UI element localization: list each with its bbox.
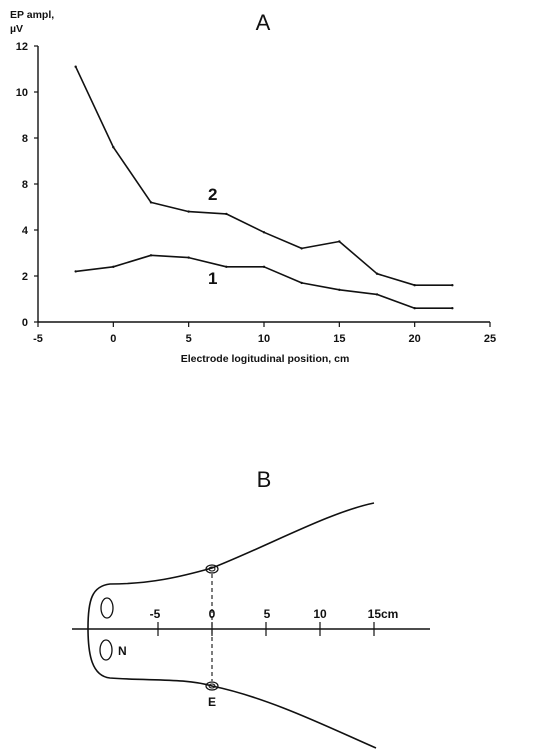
x-tick-label: 20 [409,333,421,345]
data-point-2 [300,247,303,250]
diagram-b: B N -5 0 5 10 15cm E [72,467,430,749]
x-tick-label: 0 [110,333,116,345]
nostril-upper [100,597,114,619]
scale-label-15cm: 15cm [368,607,399,621]
data-point-1 [413,307,416,310]
y-ticks: 0 2 4 8 8 10 12 [16,41,38,329]
series-label-1: 1 [208,269,217,288]
electrode-label: E [208,695,216,709]
data-point-1 [225,265,228,268]
series-line-2 [74,66,453,287]
nose-label: N [118,644,127,658]
chart-a: A EP ampl, µV 0 2 4 8 8 10 12 -5 0 5 10 15 20 25 2 1… [10,9,496,365]
data-point-2 [225,212,228,216]
x-tick-label: 15 [333,333,345,345]
series-lines [74,65,454,310]
data-point-2 [413,284,416,287]
data-point-2 [375,272,379,275]
data-point-1 [375,293,379,296]
series-label-2: 2 [208,185,217,204]
x-tick-label: -5 [33,333,43,345]
x-axis-title: Electrode logitudinal position, cm [181,353,350,365]
data-point-1 [300,281,303,285]
y-tick-label: 12 [16,41,28,53]
body-outline [87,502,377,749]
y-tick-label: 8 [22,179,28,191]
data-point-2 [187,210,190,213]
data-point-1 [451,307,454,310]
data-point-2 [451,284,454,287]
y-tick-label: 8 [22,133,28,145]
scale-label-minus5: -5 [150,607,161,621]
data-point-2 [112,146,115,149]
panel-b-label: B [257,467,272,492]
x-tick-label: 25 [484,333,496,345]
x-tick-label: 5 [186,333,192,345]
y-tick-label: 2 [22,271,28,283]
panel-a-label: A [256,10,271,35]
data-point-2 [149,201,153,204]
data-point-1 [74,270,77,273]
x-ticks: -5 0 5 10 15 20 25 [33,322,496,345]
data-point-1 [149,254,153,257]
data-point-1 [187,256,190,259]
data-point-1 [112,265,115,268]
data-point-1 [262,265,266,268]
data-point-2 [338,240,341,243]
x-tick-label: 10 [258,333,270,345]
y-tick-label: 0 [22,317,28,329]
y-tick-label: 4 [22,225,29,237]
y-axis-title-line1: EP ampl, [10,9,54,21]
electrode-upper [205,564,219,574]
data-point-1 [338,288,341,291]
data-point-2 [262,231,266,234]
scale-label-0: 0 [209,607,216,621]
scale-label-5: 5 [264,607,271,621]
nostril-lower [99,639,113,661]
scale-label-10: 10 [313,607,327,621]
y-tick-label: 10 [16,87,28,99]
series-line-1 [75,254,453,310]
electrode-lower [205,681,219,691]
y-axis-title-line2: µV [10,23,23,35]
data-point-2 [74,65,77,68]
